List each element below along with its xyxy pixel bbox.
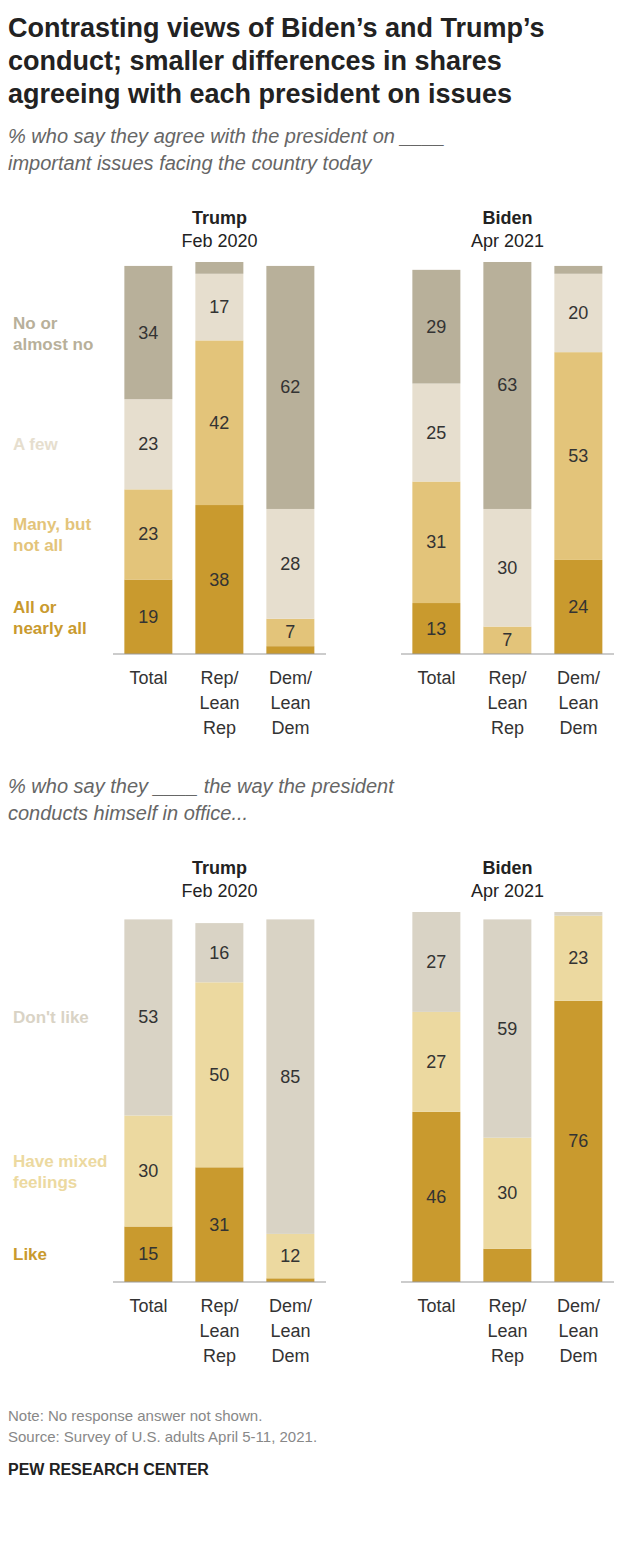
svg-text:Like: Like (13, 1245, 47, 1264)
svg-text:29: 29 (426, 317, 446, 337)
svg-text:Have mixedfeelings: Have mixedfeelings (13, 1152, 108, 1192)
svg-text:27: 27 (426, 952, 446, 972)
svg-text:38: 38 (209, 570, 229, 590)
svg-text:28: 28 (280, 554, 300, 574)
svg-text:23: 23 (138, 524, 158, 544)
html-text:PEW RESEARCH CENTER: PEW RESEARCH CENTER (8, 1461, 209, 1478)
svg-text:No oralmost no: No oralmost no (13, 313, 93, 353)
html-text:Trump: Trump (192, 858, 247, 878)
html-text:Feb 2020: Feb 2020 (181, 231, 258, 251)
html-text:% who say they ____ the way th: % who say they ____ the way the presiden… (8, 775, 394, 824)
svg-text:17: 17 (209, 297, 229, 317)
svg-text:31: 31 (209, 1215, 229, 1235)
html-text:Trump: Trump (192, 208, 247, 228)
svg-text:Dem/LeanDem: Dem/LeanDem (557, 1296, 600, 1366)
svg-text:Dem/LeanDem: Dem/LeanDem (269, 668, 312, 738)
html-text:Biden: Biden (482, 208, 533, 228)
svg-text:16: 16 (209, 943, 229, 963)
html-text:Note: No response answer not s: Note: No response answer not shown. (8, 1407, 263, 1424)
svg-text:All ornearly all: All ornearly all (13, 597, 87, 637)
svg-text:Dem/LeanDem: Dem/LeanDem (557, 668, 600, 738)
svg-text:20: 20 (568, 303, 588, 323)
svg-text:53: 53 (568, 446, 588, 466)
svg-text:15: 15 (138, 1244, 158, 1264)
svg-text:25: 25 (426, 423, 446, 443)
svg-text:23: 23 (138, 434, 158, 454)
html-text:Feb 2020: Feb 2020 (181, 881, 258, 901)
svg-text:Total: Total (417, 668, 455, 688)
svg-text:Total: Total (129, 1296, 167, 1316)
svg-text:Rep/LeanRep: Rep/LeanRep (487, 668, 527, 738)
svg-text:30: 30 (497, 1183, 517, 1203)
html-text:Biden: Biden (482, 858, 533, 878)
svg-text:50: 50 (209, 1065, 229, 1085)
html-text:Apr 2021: Apr 2021 (471, 231, 544, 251)
svg-text:Total: Total (129, 668, 167, 688)
svg-text:23: 23 (568, 948, 588, 968)
html-text:Apr 2021: Apr 2021 (471, 881, 544, 901)
svg-text:62: 62 (280, 377, 300, 397)
svg-text:30: 30 (138, 1161, 158, 1181)
svg-text:Don't like: Don't like (13, 1008, 89, 1027)
svg-text:Rep/LeanRep: Rep/LeanRep (199, 1296, 239, 1366)
svg-text:A few: A few (13, 435, 58, 454)
html-text:Source: Survey of U.S. adults: Source: Survey of U.S. adults April 5-11… (8, 1428, 318, 1445)
svg-text:53: 53 (138, 1007, 158, 1027)
svg-text:13: 13 (426, 619, 446, 639)
svg-text:Dem/LeanDem: Dem/LeanDem (269, 1296, 312, 1366)
svg-text:76: 76 (568, 1131, 588, 1151)
svg-text:Many, butnot all: Many, butnot all (13, 515, 91, 555)
svg-text:42: 42 (209, 413, 229, 433)
html-text:% who say they agree with the: % who say they agree with the president … (8, 125, 445, 174)
svg-text:31: 31 (426, 532, 446, 552)
svg-text:Rep/LeanRep: Rep/LeanRep (199, 668, 239, 738)
svg-text:30: 30 (497, 558, 517, 578)
svg-text:85: 85 (280, 1067, 300, 1087)
svg-text:19: 19 (138, 607, 158, 627)
svg-text:34: 34 (138, 323, 158, 343)
svg-text:7: 7 (502, 630, 512, 650)
svg-text:46: 46 (426, 1187, 446, 1207)
svg-text:63: 63 (497, 375, 517, 395)
svg-text:Rep/LeanRep: Rep/LeanRep (487, 1296, 527, 1366)
svg-text:59: 59 (497, 1019, 517, 1039)
html-text:Contrasting views of Biden’s a: Contrasting views of Biden’s and Trump’s… (8, 13, 545, 109)
svg-text:24: 24 (568, 597, 588, 617)
svg-text:7: 7 (285, 622, 295, 642)
svg-text:12: 12 (280, 1246, 300, 1266)
svg-text:Total: Total (417, 1296, 455, 1316)
svg-text:27: 27 (426, 1052, 446, 1072)
